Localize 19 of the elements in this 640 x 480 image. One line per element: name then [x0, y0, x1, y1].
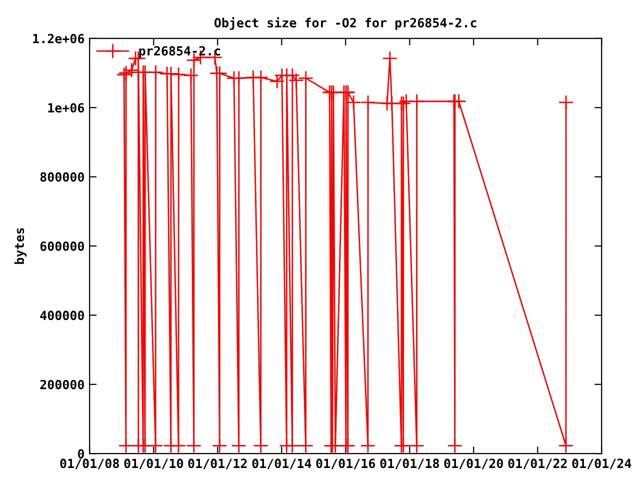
y-tick-label: 0	[78, 449, 84, 459]
legend-label: pr26854-2.c	[139, 46, 220, 58]
y-tick-label: 1e+06	[48, 103, 84, 113]
x-tick-label: 01/01/18	[380, 458, 439, 470]
chart-title: Object size for -O2 for pr26854-2.c	[214, 17, 476, 30]
y-tick-label: 600000	[40, 241, 84, 251]
x-tick-label: 01/01/12	[188, 458, 247, 470]
y-tick-label: 400000	[40, 310, 84, 320]
x-tick-label: 01/01/14	[252, 458, 312, 470]
x-tick-label: 01/01/16	[316, 458, 376, 470]
y-axis-title: bytes	[14, 228, 26, 264]
x-tick-label: 01/01/08	[60, 458, 119, 470]
y-tick-label: 800000	[40, 172, 84, 182]
x-tick-label: 01/01/20	[444, 458, 503, 470]
x-tick-label: 01/01/24	[572, 458, 632, 470]
x-tick-label: 01/01/10	[124, 458, 183, 470]
y-tick-label: 1.2e+06	[33, 34, 84, 44]
y-tick-label: 200000	[40, 380, 84, 390]
x-tick-label: 01/01/22	[508, 458, 567, 470]
